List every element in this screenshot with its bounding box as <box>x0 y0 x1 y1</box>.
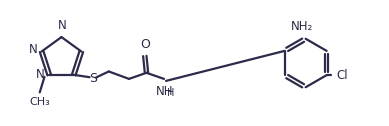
Text: H: H <box>167 88 175 98</box>
Text: N: N <box>58 19 67 32</box>
Text: CH₃: CH₃ <box>30 97 50 107</box>
Text: NH₂: NH₂ <box>291 20 314 33</box>
Text: N: N <box>28 43 37 56</box>
Text: NH: NH <box>156 85 173 98</box>
Text: S: S <box>89 72 97 85</box>
Text: O: O <box>140 38 150 51</box>
Text: N: N <box>35 68 44 81</box>
Text: Cl: Cl <box>336 69 348 82</box>
